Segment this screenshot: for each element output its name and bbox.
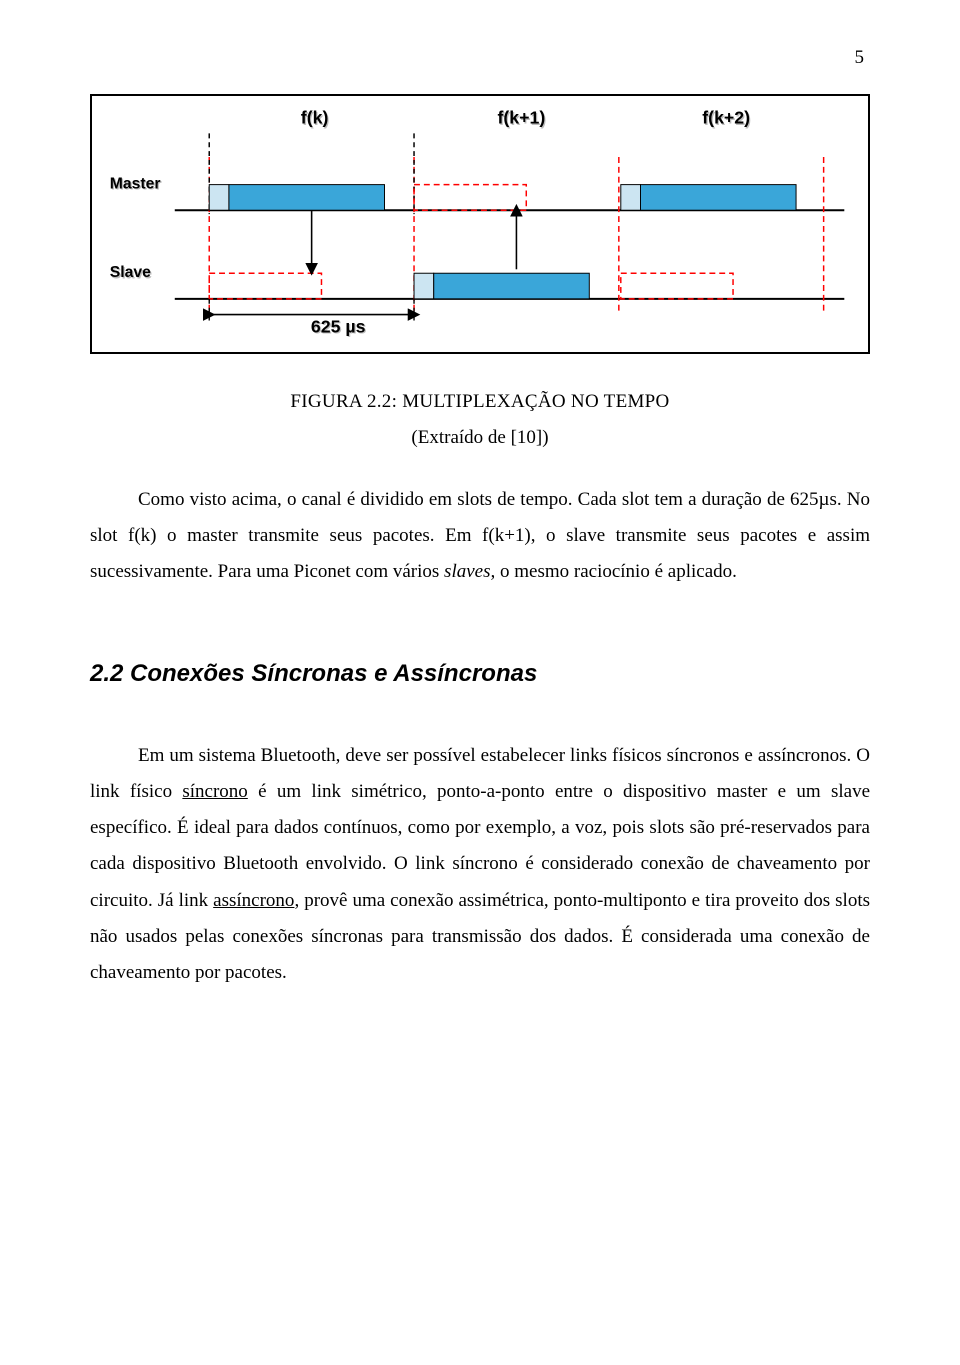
svg-text:f(k): f(k) xyxy=(301,108,329,128)
timing-diagram: f(k)f(k)f(k+1)f(k+1)f(k+2)f(k+2)MasterMa… xyxy=(90,94,870,354)
paragraph-1: Como visto acima, o canal é dividido em … xyxy=(90,482,870,590)
timing-diagram-svg: f(k)f(k)f(k+1)f(k+1)f(k+2)f(k+2)MasterMa… xyxy=(92,96,868,352)
section-heading: 2.2 Conexões Síncronas e Assíncronas xyxy=(90,651,870,697)
svg-text:625 µs: 625 µs xyxy=(311,316,366,336)
svg-text:f(k+1): f(k+1) xyxy=(497,108,545,128)
figure-caption: FIGURA 2.2: MULTIPLEXAÇÃO NO TEMPO xyxy=(90,384,870,420)
para1-italic: slaves, xyxy=(444,561,495,582)
figure-caption-title: FIGURA 2.2: MULTIPLEXAÇÃO NO TEMPO xyxy=(290,391,669,412)
page-number: 5 xyxy=(90,40,870,76)
svg-text:Slave: Slave xyxy=(110,264,151,281)
figure-caption-source: (Extraído de [10]) xyxy=(90,420,870,456)
para1-post: o mesmo raciocínio é aplicado. xyxy=(495,561,737,582)
svg-text:Master: Master xyxy=(110,176,161,193)
paragraph-2: Em um sistema Bluetooth, deve ser possív… xyxy=(90,738,870,991)
svg-text:f(k+2): f(k+2) xyxy=(702,108,750,128)
